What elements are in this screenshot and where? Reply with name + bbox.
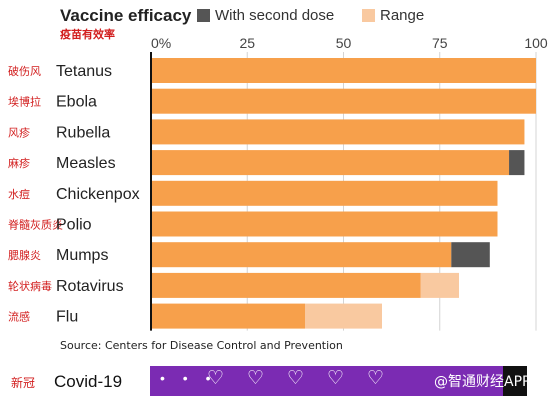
bar	[151, 180, 498, 206]
legend-range-swatch	[362, 9, 375, 22]
x-tick-label: 0%	[151, 35, 171, 51]
heart-icon: ♡	[367, 368, 385, 389]
x-tick-label: 75	[432, 35, 448, 51]
category-label: Flu	[56, 309, 78, 326]
category-label-cn: 麻疹	[8, 156, 30, 170]
bar	[151, 119, 525, 145]
covid-label: Covid-19	[54, 372, 123, 391]
heart-icon: ♡	[287, 368, 305, 389]
legend-second-dose: With second dose	[197, 7, 334, 24]
legend-second-dose-label: With second dose	[215, 7, 335, 24]
bar	[151, 150, 510, 176]
covid-bar-end	[503, 366, 527, 396]
heart-icon: ♡	[207, 368, 225, 389]
category-label: Polio	[56, 217, 92, 234]
bar-range	[420, 272, 459, 298]
category-label: Rotavirus	[56, 278, 124, 295]
chart-subtitle-cn: 疫苗有效率	[60, 29, 115, 41]
bar-second-dose	[451, 242, 490, 268]
covid-label-cn: 新冠	[11, 376, 36, 390]
heart-icon: ♡	[247, 368, 265, 389]
bar	[151, 242, 452, 268]
source-note: Source: Centers for Disease Control and …	[60, 339, 343, 352]
bar	[151, 58, 536, 83]
covid-dots: • • •	[160, 370, 218, 386]
covid-hearts: ♡ ♡ ♡ ♡ ♡	[207, 367, 407, 390]
legend-range: Range	[362, 7, 424, 24]
legend-second-dose-swatch	[197, 9, 210, 22]
covid-bar	[150, 366, 527, 396]
x-tick-label: 25	[239, 35, 255, 51]
category-label: Chickenpox	[56, 186, 140, 203]
category-label: Tetanus	[56, 63, 112, 80]
category-label-cn: 腮腺炎	[8, 248, 41, 262]
category-label: Ebola	[56, 94, 97, 111]
x-tick-label: 100	[524, 35, 548, 51]
category-label-cn: 风疹	[8, 125, 30, 139]
bar	[151, 272, 421, 298]
bar-second-dose	[509, 150, 525, 176]
bar	[151, 211, 498, 237]
heart-icon: ♡	[327, 368, 345, 389]
bar-range	[305, 303, 382, 329]
x-tick-label: 50	[336, 35, 352, 51]
category-label: Mumps	[56, 247, 108, 264]
category-label: Rubella	[56, 124, 110, 141]
category-label-cn: 流感	[8, 310, 30, 324]
category-label-cn: 水痘	[8, 187, 30, 201]
watermark: @智通财经APP	[434, 374, 531, 390]
bar	[151, 303, 305, 329]
legend-range-label: Range	[380, 7, 425, 24]
category-label-cn: 破伤风	[8, 64, 41, 78]
category-label-cn: 脊髓灰质炎	[8, 218, 63, 232]
category-label-cn: 轮状病毒	[8, 279, 52, 293]
category-label-cn: 埃博拉	[8, 95, 41, 109]
bar	[151, 88, 536, 114]
chart-title: Vaccine efficacy	[60, 6, 192, 25]
category-label: Measles	[56, 155, 116, 172]
